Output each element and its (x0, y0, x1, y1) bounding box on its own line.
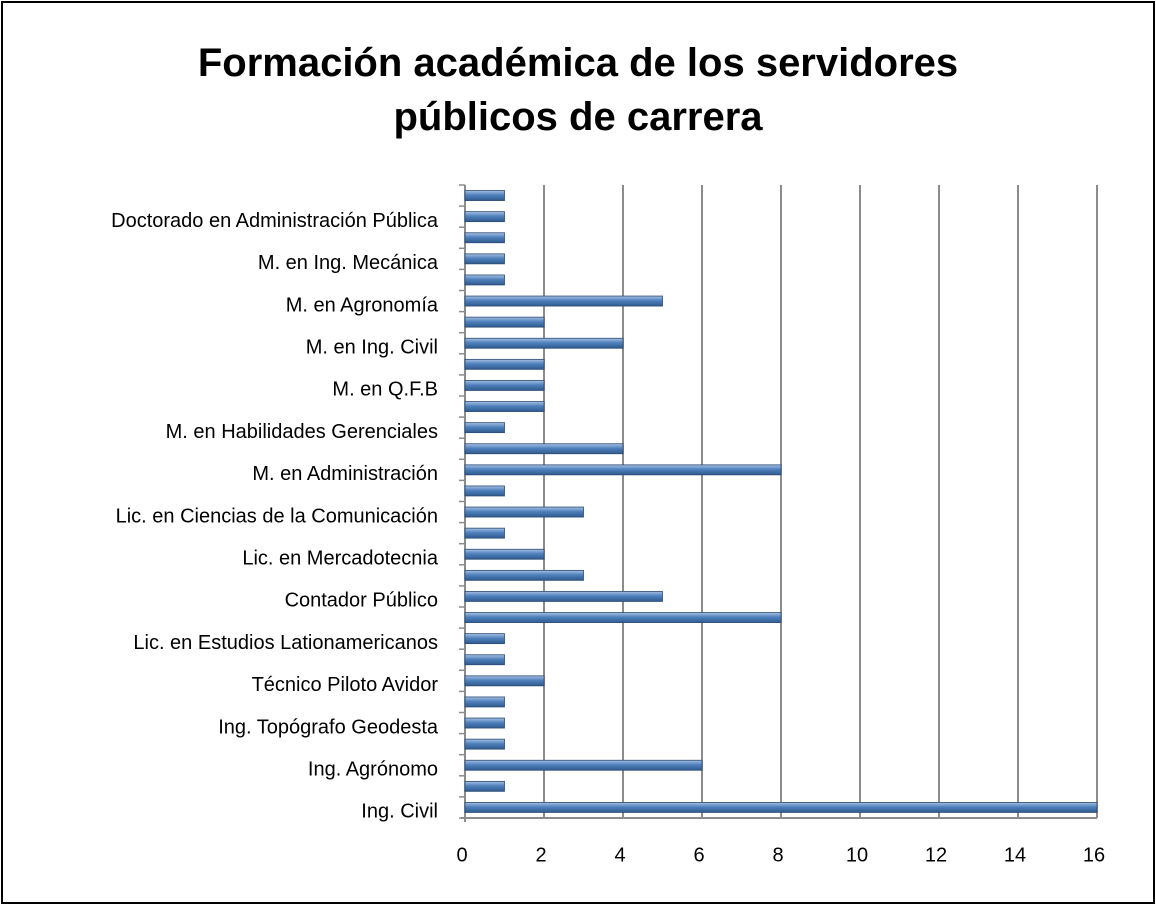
bar (464, 569, 584, 581)
x-tick-label: 14 (1004, 844, 1026, 866)
bar (464, 232, 505, 244)
chart-title: Formación académica de los servidores pú… (197, 41, 959, 139)
y-tick-label: Ing. Agrónomo (308, 759, 438, 781)
bar (464, 337, 624, 349)
bar (464, 422, 505, 434)
bar (464, 253, 505, 265)
y-tick-label: M. en Ing. Civil (306, 337, 438, 359)
bar (464, 443, 624, 455)
bar (464, 316, 545, 328)
x-tick-label: 16 (1083, 844, 1105, 866)
bar (464, 358, 545, 370)
bar (464, 780, 505, 792)
y-tick-label: Doctorado en Administración Pública (111, 210, 439, 232)
bar (464, 591, 663, 602)
x-tick-label: 4 (614, 844, 625, 866)
bar (464, 802, 1098, 813)
bar (464, 717, 505, 729)
x-tick-label: 8 (772, 844, 783, 866)
bar (464, 696, 505, 708)
bar (464, 190, 505, 201)
y-tick-label: M. en Q.F.B (332, 379, 438, 401)
y-tick-label: Técnico Piloto Avidor (252, 674, 439, 696)
y-tick-label: M. en Administración (252, 463, 438, 485)
bar (464, 548, 545, 560)
bar (464, 675, 545, 687)
bar (464, 527, 505, 539)
bar (464, 295, 663, 307)
y-tick-label: M. en Habilidades Gerenciales (166, 421, 438, 443)
y-tick-label: M. en Ing. Mecánica (258, 252, 439, 274)
y-tick-label: Lic. en Mercadotecnia (242, 548, 439, 570)
bar (464, 485, 505, 497)
x-tick-label: 2 (535, 844, 546, 866)
x-tick-label: 6 (693, 844, 704, 866)
x-tick-label: 10 (846, 844, 868, 866)
y-tick-label: Ing. Civil (361, 801, 438, 823)
y-tick-label: Lic. en Ciencias de la Comunicación (116, 505, 438, 527)
bar (464, 654, 505, 666)
y-tick-label: Ing. Topógrafo Geodesta (218, 716, 439, 738)
y-tick-label: M. en Agronomía (286, 294, 439, 316)
bar (464, 738, 505, 750)
x-tick-label: 0 (456, 844, 467, 866)
bar (464, 464, 782, 476)
x-tick-label: 12 (925, 844, 947, 866)
bar (464, 211, 505, 223)
bar (464, 506, 584, 518)
bar (464, 759, 703, 771)
bar (464, 380, 545, 391)
bar (464, 612, 782, 623)
y-tick-label: Lic. en Estudios Lationamericanos (133, 632, 438, 654)
bar (464, 401, 545, 412)
bar (464, 274, 505, 286)
bar (464, 633, 505, 645)
y-tick-label: Contador Público (285, 590, 438, 612)
